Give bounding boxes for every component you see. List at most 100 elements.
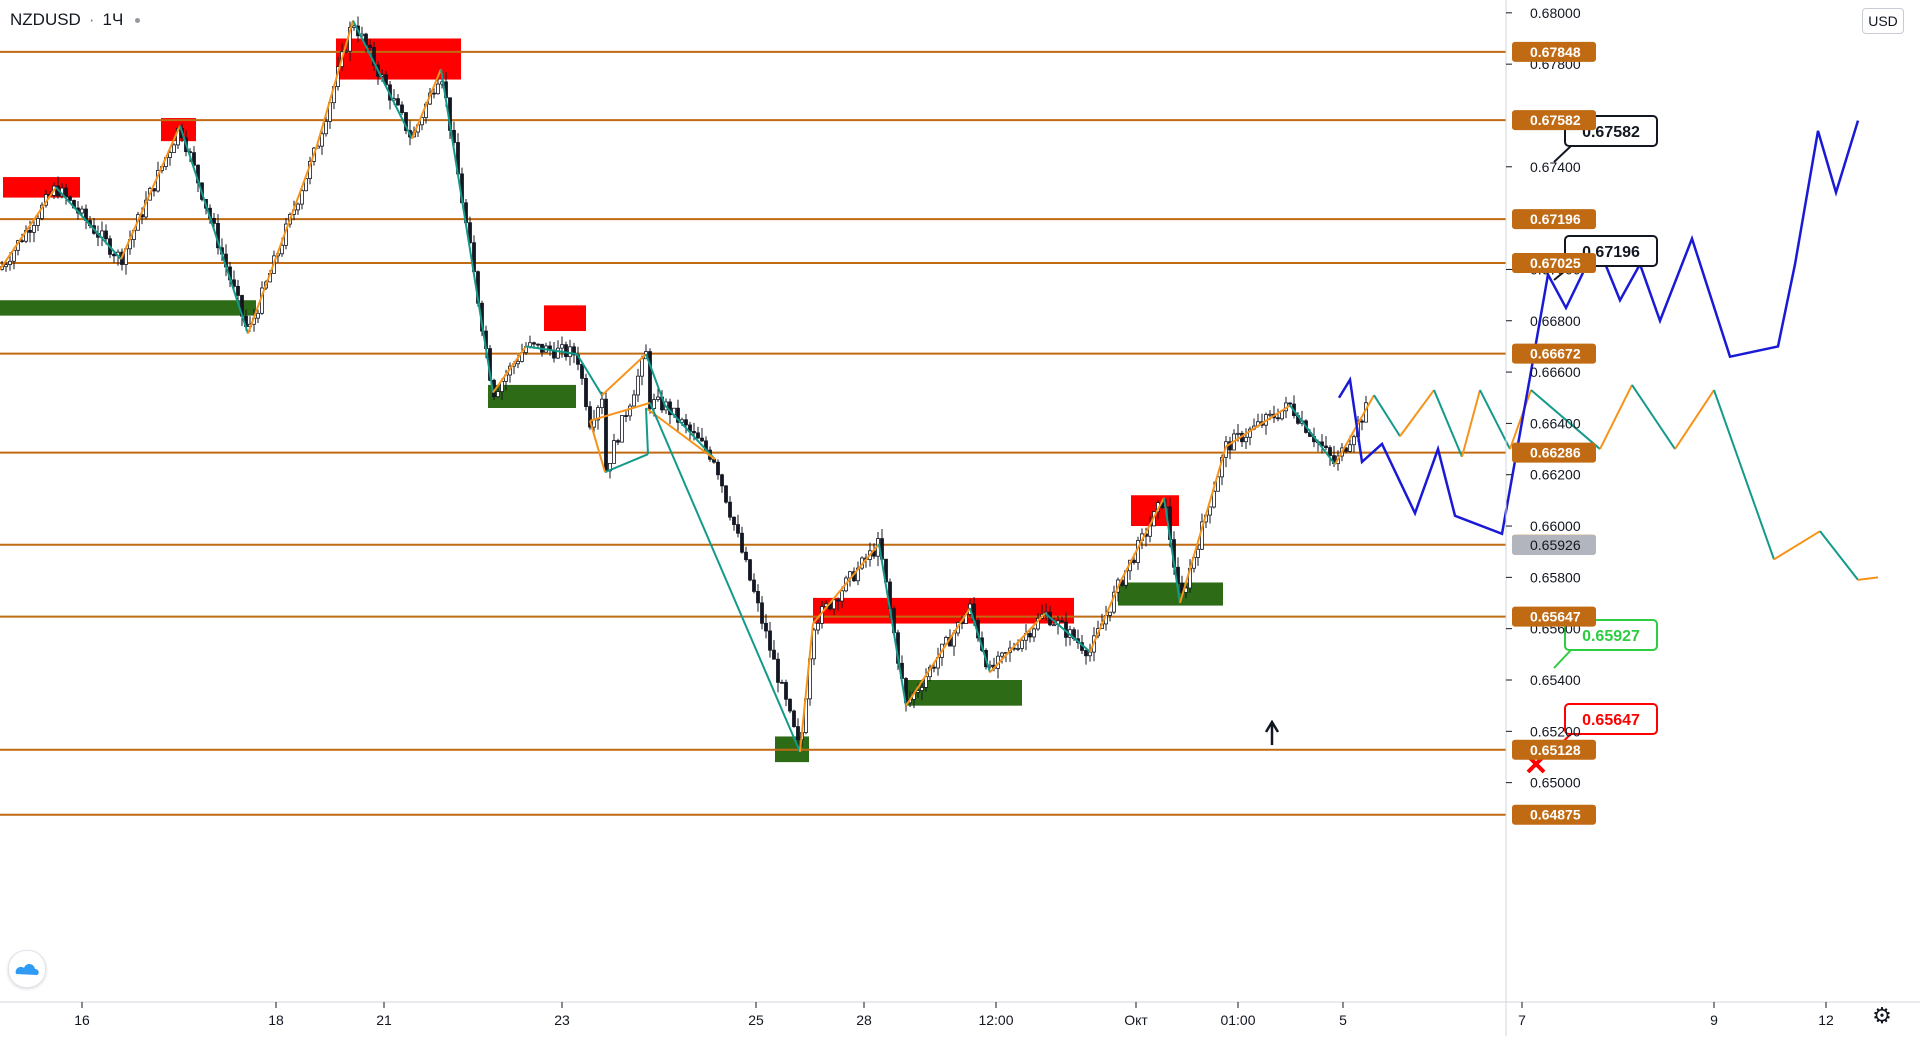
zigzag-segment <box>601 353 647 396</box>
symbol-legend[interactable]: NZDUSD · 1Ч <box>10 10 141 30</box>
candle-body <box>792 710 796 727</box>
candle-body <box>1212 490 1216 508</box>
zigzag-segment <box>1773 530 1821 561</box>
zigzag-segment <box>645 407 716 461</box>
candle-body <box>400 104 404 113</box>
candle-body <box>1328 447 1332 456</box>
current-price-label: 0.65926 <box>1530 537 1581 553</box>
candle-body <box>584 377 588 407</box>
candle-body <box>700 437 704 442</box>
candle-body <box>1276 417 1280 420</box>
zigzag-segment <box>878 543 907 706</box>
candle-body <box>436 83 440 95</box>
candle-body <box>796 726 800 741</box>
zigzag-segment <box>589 420 606 473</box>
candle-body <box>624 415 628 417</box>
zigzag-segment <box>604 453 649 474</box>
zigzag-segment <box>1599 384 1633 450</box>
zigzag-segment <box>1399 389 1435 437</box>
tradingview-cloud-icon[interactable] <box>8 950 46 988</box>
level-price-tag-3 <box>1512 253 1596 274</box>
up-arrow-icon <box>1264 719 1280 745</box>
candle-body <box>768 630 772 651</box>
zigzag-segment <box>1631 384 1676 450</box>
candle-body <box>920 687 924 691</box>
candle-body <box>320 133 324 147</box>
candle-body <box>396 98 400 106</box>
callout-box-2 <box>1564 619 1658 651</box>
zigzag-segment <box>1461 389 1481 458</box>
candle-body <box>716 461 720 476</box>
price-tick-label-9: 0.65800 <box>1530 569 1581 585</box>
candle-body <box>172 144 176 153</box>
candle-body <box>104 230 108 240</box>
candle-body <box>556 347 560 359</box>
demand-zone-10 <box>1118 582 1223 606</box>
candle-body <box>588 406 592 428</box>
candle-body <box>112 253 116 257</box>
zigzag-segment <box>1119 497 1165 583</box>
supply-zone-0 <box>3 177 80 198</box>
candle-body <box>1088 651 1092 657</box>
candle-body <box>760 602 764 624</box>
zigzag-segment <box>799 623 814 752</box>
level-price-label-8: 0.65128 <box>1530 742 1581 758</box>
candle-body <box>8 260 12 265</box>
time-tick-label-8: 01:00 <box>1220 1012 1255 1028</box>
candle-body <box>640 358 644 377</box>
zigzag-segment <box>179 125 249 334</box>
zigzag-segment <box>120 125 181 260</box>
callout-label-2: 0.65927 <box>1582 628 1640 645</box>
candle-body <box>1084 650 1088 657</box>
time-tick-label-6: 12:00 <box>978 1012 1013 1028</box>
candle-body <box>420 117 424 126</box>
callout-label-0: 0.67582 <box>1582 124 1640 141</box>
currency-badge[interactable]: USD <box>1862 8 1904 34</box>
level-price-tag-1 <box>1512 110 1596 131</box>
forecast-path <box>1337 120 1860 536</box>
gear-icon[interactable]: ⚙ <box>1872 1003 1892 1028</box>
time-tick-label-10: 7 <box>1518 1012 1526 1028</box>
demand-zone-7 <box>488 384 576 408</box>
zigzag-segment <box>589 401 651 422</box>
zigzag-segment <box>1163 497 1181 604</box>
level-price-tag-2 <box>1512 209 1596 230</box>
candle-body <box>372 47 376 66</box>
candle-body <box>1268 413 1272 416</box>
level-price-tag-4 <box>1512 343 1596 364</box>
candle-body <box>740 532 744 553</box>
candle-body <box>4 264 8 268</box>
level-price-tag-8 <box>1512 739 1596 760</box>
zigzag-segment <box>492 345 527 394</box>
zigzag-segment <box>55 186 122 260</box>
candle-body <box>780 681 784 684</box>
price-tick-label-5: 0.66600 <box>1530 364 1581 380</box>
candle-body <box>1236 432 1240 435</box>
time-tick-label-3: 23 <box>554 1012 570 1028</box>
candle-body <box>212 217 216 224</box>
callout-label-3: 0.65647 <box>1582 712 1640 729</box>
level-price-label-5: 0.66286 <box>1530 445 1581 461</box>
candle-body <box>736 524 740 534</box>
candle-body <box>168 152 172 158</box>
current-price-tag <box>1512 535 1596 556</box>
candle-body <box>764 622 768 632</box>
candle-body <box>612 440 616 464</box>
zigzag-segment <box>315 20 354 150</box>
interval-label: 1Ч <box>102 10 124 29</box>
zigzag-segment <box>1373 394 1401 437</box>
candle-body <box>836 599 840 602</box>
level-price-tag-7 <box>1512 606 1596 627</box>
level-price-label-1: 0.67582 <box>1530 112 1581 128</box>
candle-body <box>368 44 372 48</box>
zigzag-segment <box>989 612 1046 673</box>
zigzag-segment <box>1179 446 1227 604</box>
candle-body <box>932 666 936 669</box>
time-tick-label-0: 16 <box>74 1012 90 1028</box>
supply-zone-4 <box>813 597 1074 624</box>
candle-body <box>572 346 576 356</box>
candle-body <box>280 244 284 255</box>
zigzag-segment <box>1509 389 1532 450</box>
